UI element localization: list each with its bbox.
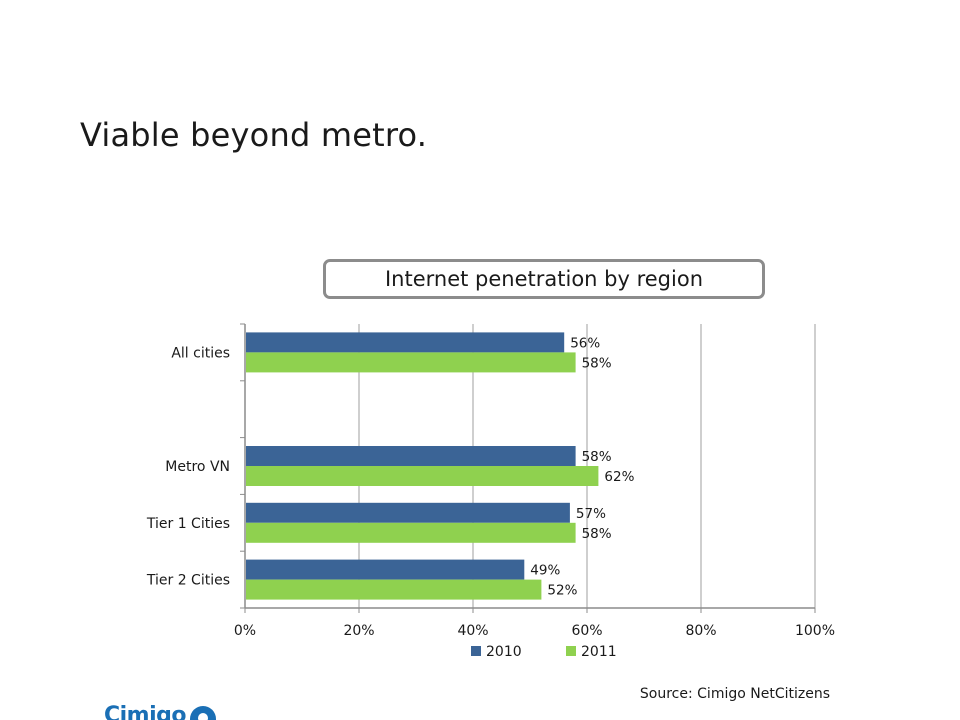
bar-2010 <box>246 332 565 353</box>
bar-2010 <box>246 559 525 580</box>
x-tick-label: 60% <box>571 623 602 639</box>
bar-2011 <box>246 352 576 373</box>
x-tick-label: 100% <box>795 623 835 639</box>
data-label: 52% <box>547 583 577 599</box>
x-tick-label: 0% <box>234 623 256 639</box>
data-label: 49% <box>530 563 560 579</box>
logo-icon <box>190 706 217 720</box>
bar-2010 <box>246 502 570 523</box>
x-tick-label: 40% <box>457 623 488 639</box>
source-note: Source: Cimigo NetCitizens <box>639 686 830 702</box>
category-label: Metro VN <box>165 459 230 475</box>
cimigo-logo: Cimigo <box>104 702 217 720</box>
category-label: Tier 1 Cities <box>146 516 230 532</box>
x-tick-label: 80% <box>685 623 716 639</box>
slide-title: Viable beyond metro. <box>80 116 428 154</box>
legend-swatch-2010 <box>471 646 481 656</box>
data-label: 58% <box>582 355 612 371</box>
bar-2011 <box>246 579 542 600</box>
bar-2011 <box>246 466 599 486</box>
x-tick-label: 20% <box>343 623 374 639</box>
data-label: 56% <box>570 335 600 351</box>
chart-title-box: Internet penetration by region <box>323 259 765 299</box>
data-label: 62% <box>604 469 634 485</box>
bar-2011 <box>246 522 576 543</box>
legend-label: 2010 <box>486 644 522 660</box>
category-label: All cities <box>171 345 230 361</box>
bar-2010 <box>246 446 576 466</box>
legend-swatch-2011 <box>566 646 576 656</box>
legend-label: 2011 <box>581 644 617 660</box>
category-label: Tier 2 Cities <box>146 573 230 589</box>
data-label: 57% <box>576 506 606 522</box>
chart-title: Internet penetration by region <box>384 267 704 291</box>
data-label: 58% <box>582 449 612 465</box>
data-label: 58% <box>582 526 612 542</box>
logo-text: Cimigo <box>104 703 187 720</box>
